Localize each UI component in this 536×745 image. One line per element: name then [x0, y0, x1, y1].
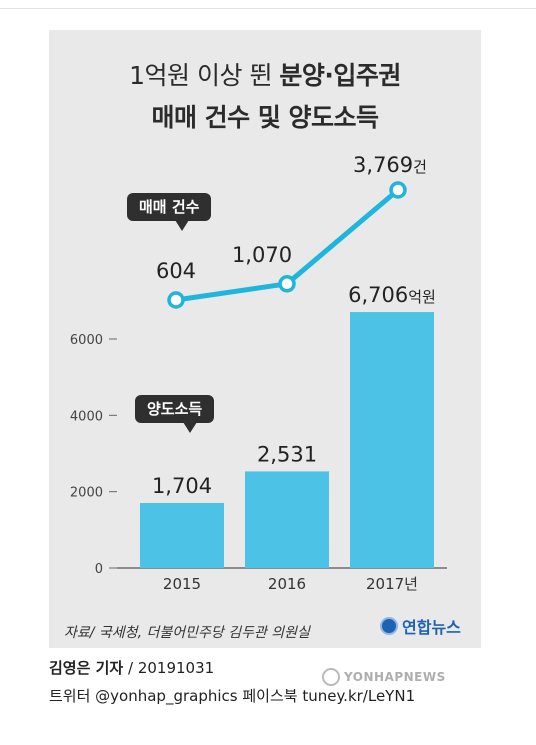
- callout-income: 양도소득: [135, 395, 215, 433]
- byline-date: / 20191031: [123, 659, 215, 677]
- yonhap-logo: 연합뉴스: [380, 614, 461, 638]
- x-tick-label-2: 2017년: [366, 575, 418, 593]
- bar-label-1: 2,531: [257, 442, 317, 466]
- byline-name: 김영은 기자: [49, 659, 124, 677]
- bar-1: [245, 471, 329, 568]
- x-tick-label-0: 2015: [163, 575, 201, 593]
- y-tick-label-6000: 6000: [70, 333, 103, 348]
- line-label-unit: 건: [413, 158, 427, 176]
- title-light: 1억원 이상 뛴: [129, 61, 280, 90]
- watermark: YONHAPNEWS: [322, 668, 446, 686]
- title-line-1: 1억원 이상 뛴 분양·입주권: [49, 56, 481, 92]
- y-tick-label-4000: 4000: [70, 409, 103, 424]
- title-bold: 분양·입주권: [279, 61, 401, 90]
- bar-label-2: 6,706억원: [348, 283, 436, 307]
- x-tick-label-1: 2016: [268, 575, 306, 593]
- title-line-2: 매매 건수 및 양도소득: [151, 103, 379, 132]
- y-tick-label-2000: 2000: [70, 486, 103, 501]
- line-point-2: [389, 181, 407, 199]
- line-point-1: [278, 275, 296, 293]
- watermark-icon: [322, 668, 340, 686]
- social-links: 트위터 @yonhap_graphics 페이스북 tuney.kr/LeYN1: [49, 687, 416, 705]
- bar-label-unit: 억원: [408, 288, 436, 306]
- byline: 김영은 기자 / 20191031: [49, 657, 214, 678]
- top-divider: [0, 8, 536, 9]
- bar-label-0: 1,704: [152, 474, 212, 498]
- source-text: 자료/ 국세청, 더불어민주당 김두관 의원실: [64, 625, 310, 641]
- bar-2: [350, 312, 434, 568]
- line-point-0: [167, 291, 185, 309]
- yonhap-logo-text: 연합뉴스: [402, 618, 461, 637]
- line-label-1: 1,070: [232, 243, 292, 267]
- y-tick-label-0: 0: [95, 562, 103, 577]
- line-label-2: 3,769건: [353, 153, 427, 177]
- watermark-text: YONHAPNEWS: [344, 670, 446, 684]
- callout-count: 매매 건수: [127, 193, 212, 231]
- yonhap-logo-icon: [380, 617, 398, 635]
- line-label-0: 604: [156, 259, 196, 283]
- bar-0: [140, 502, 224, 568]
